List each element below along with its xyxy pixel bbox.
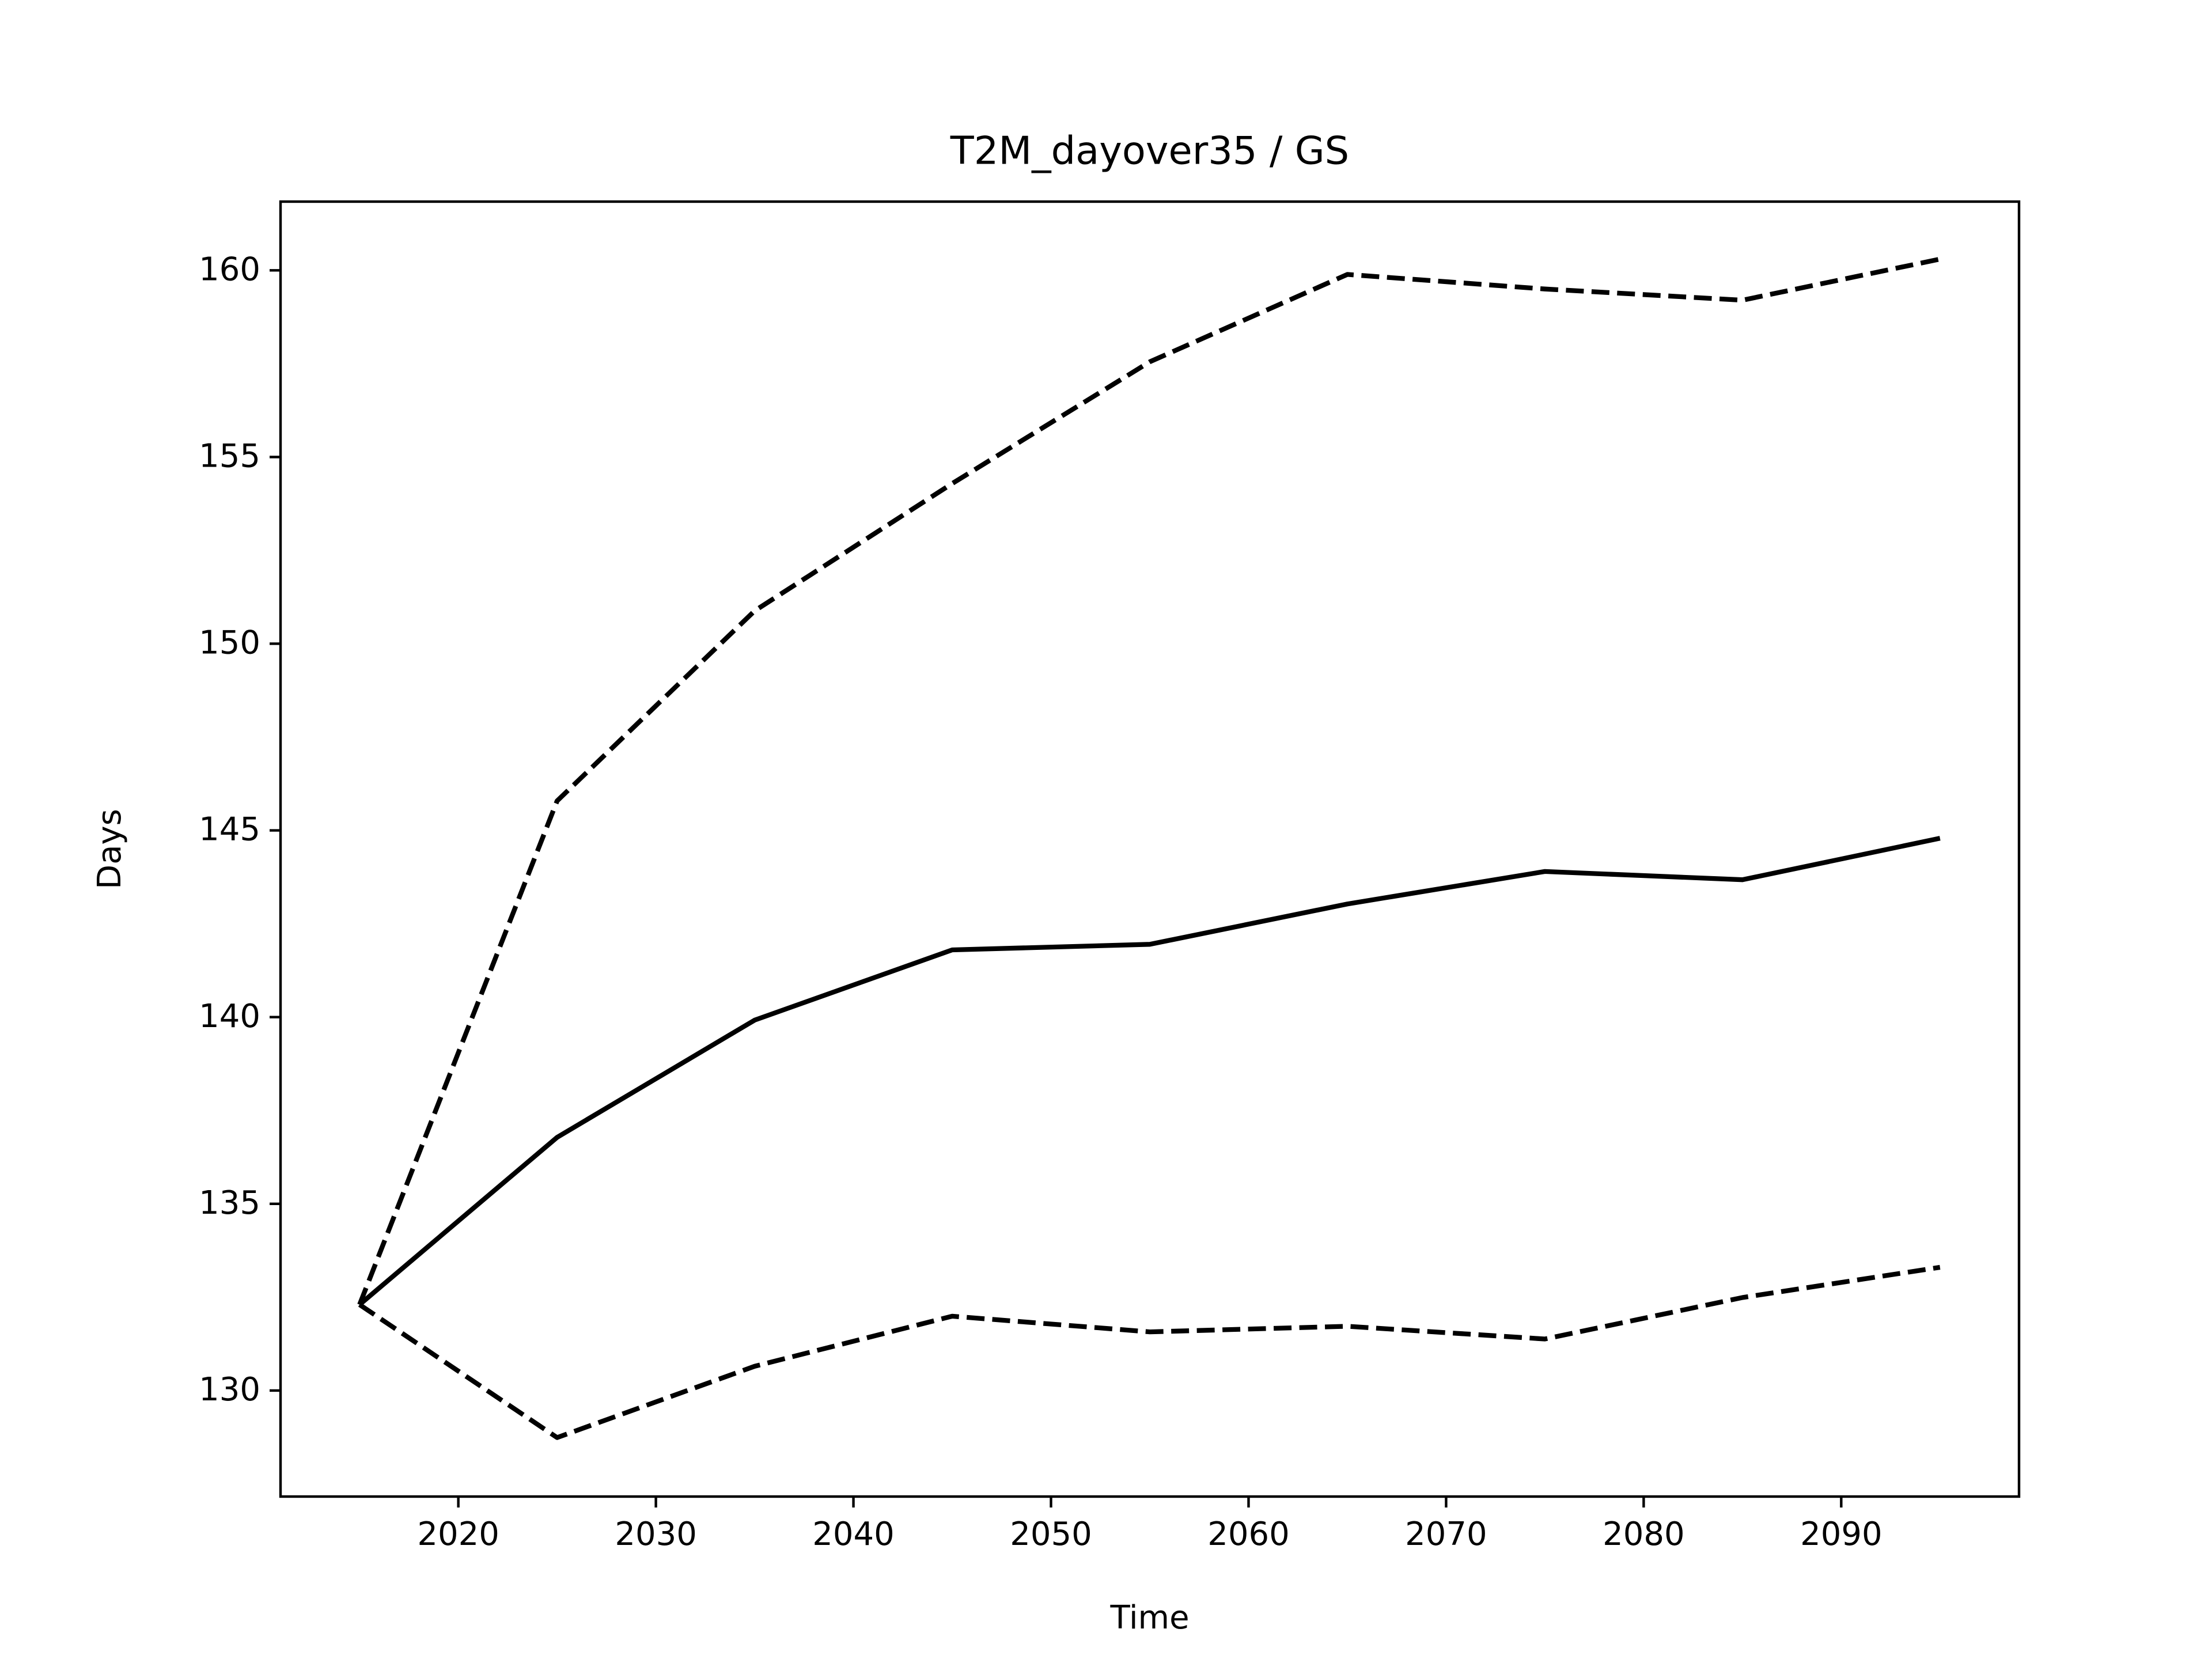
x-axis-label: Time: [1109, 1599, 1189, 1637]
data-line: [358, 1264, 1941, 1440]
y-tick-label: 150: [199, 624, 260, 662]
y-axis-label: Days: [91, 809, 128, 889]
y-tick-label: 155: [199, 438, 260, 475]
axes-frame: [279, 200, 2021, 1498]
y-tick-label: 130: [199, 1371, 260, 1408]
y-tick-label: 160: [199, 251, 260, 288]
x-tick-label: 2020: [417, 1516, 499, 1553]
x-tick-label: 2080: [1603, 1516, 1685, 1553]
x-tick-label: 2050: [1010, 1516, 1092, 1553]
x-tick-label: 2090: [1800, 1516, 1883, 1553]
y-tick-label: 135: [199, 1184, 260, 1222]
y-tick-label: 145: [199, 811, 260, 849]
y-tick-label: 140: [199, 998, 260, 1035]
x-tick-label: 2030: [615, 1516, 697, 1553]
chart-title: T2M_dayover35 / GS: [950, 128, 1349, 173]
x-tick-label: 2070: [1405, 1516, 1487, 1553]
x-tick-label: 2040: [812, 1516, 895, 1553]
data-line: [357, 256, 1941, 1306]
data-line: [358, 836, 1941, 1306]
x-tick-label: 2060: [1207, 1516, 1290, 1553]
